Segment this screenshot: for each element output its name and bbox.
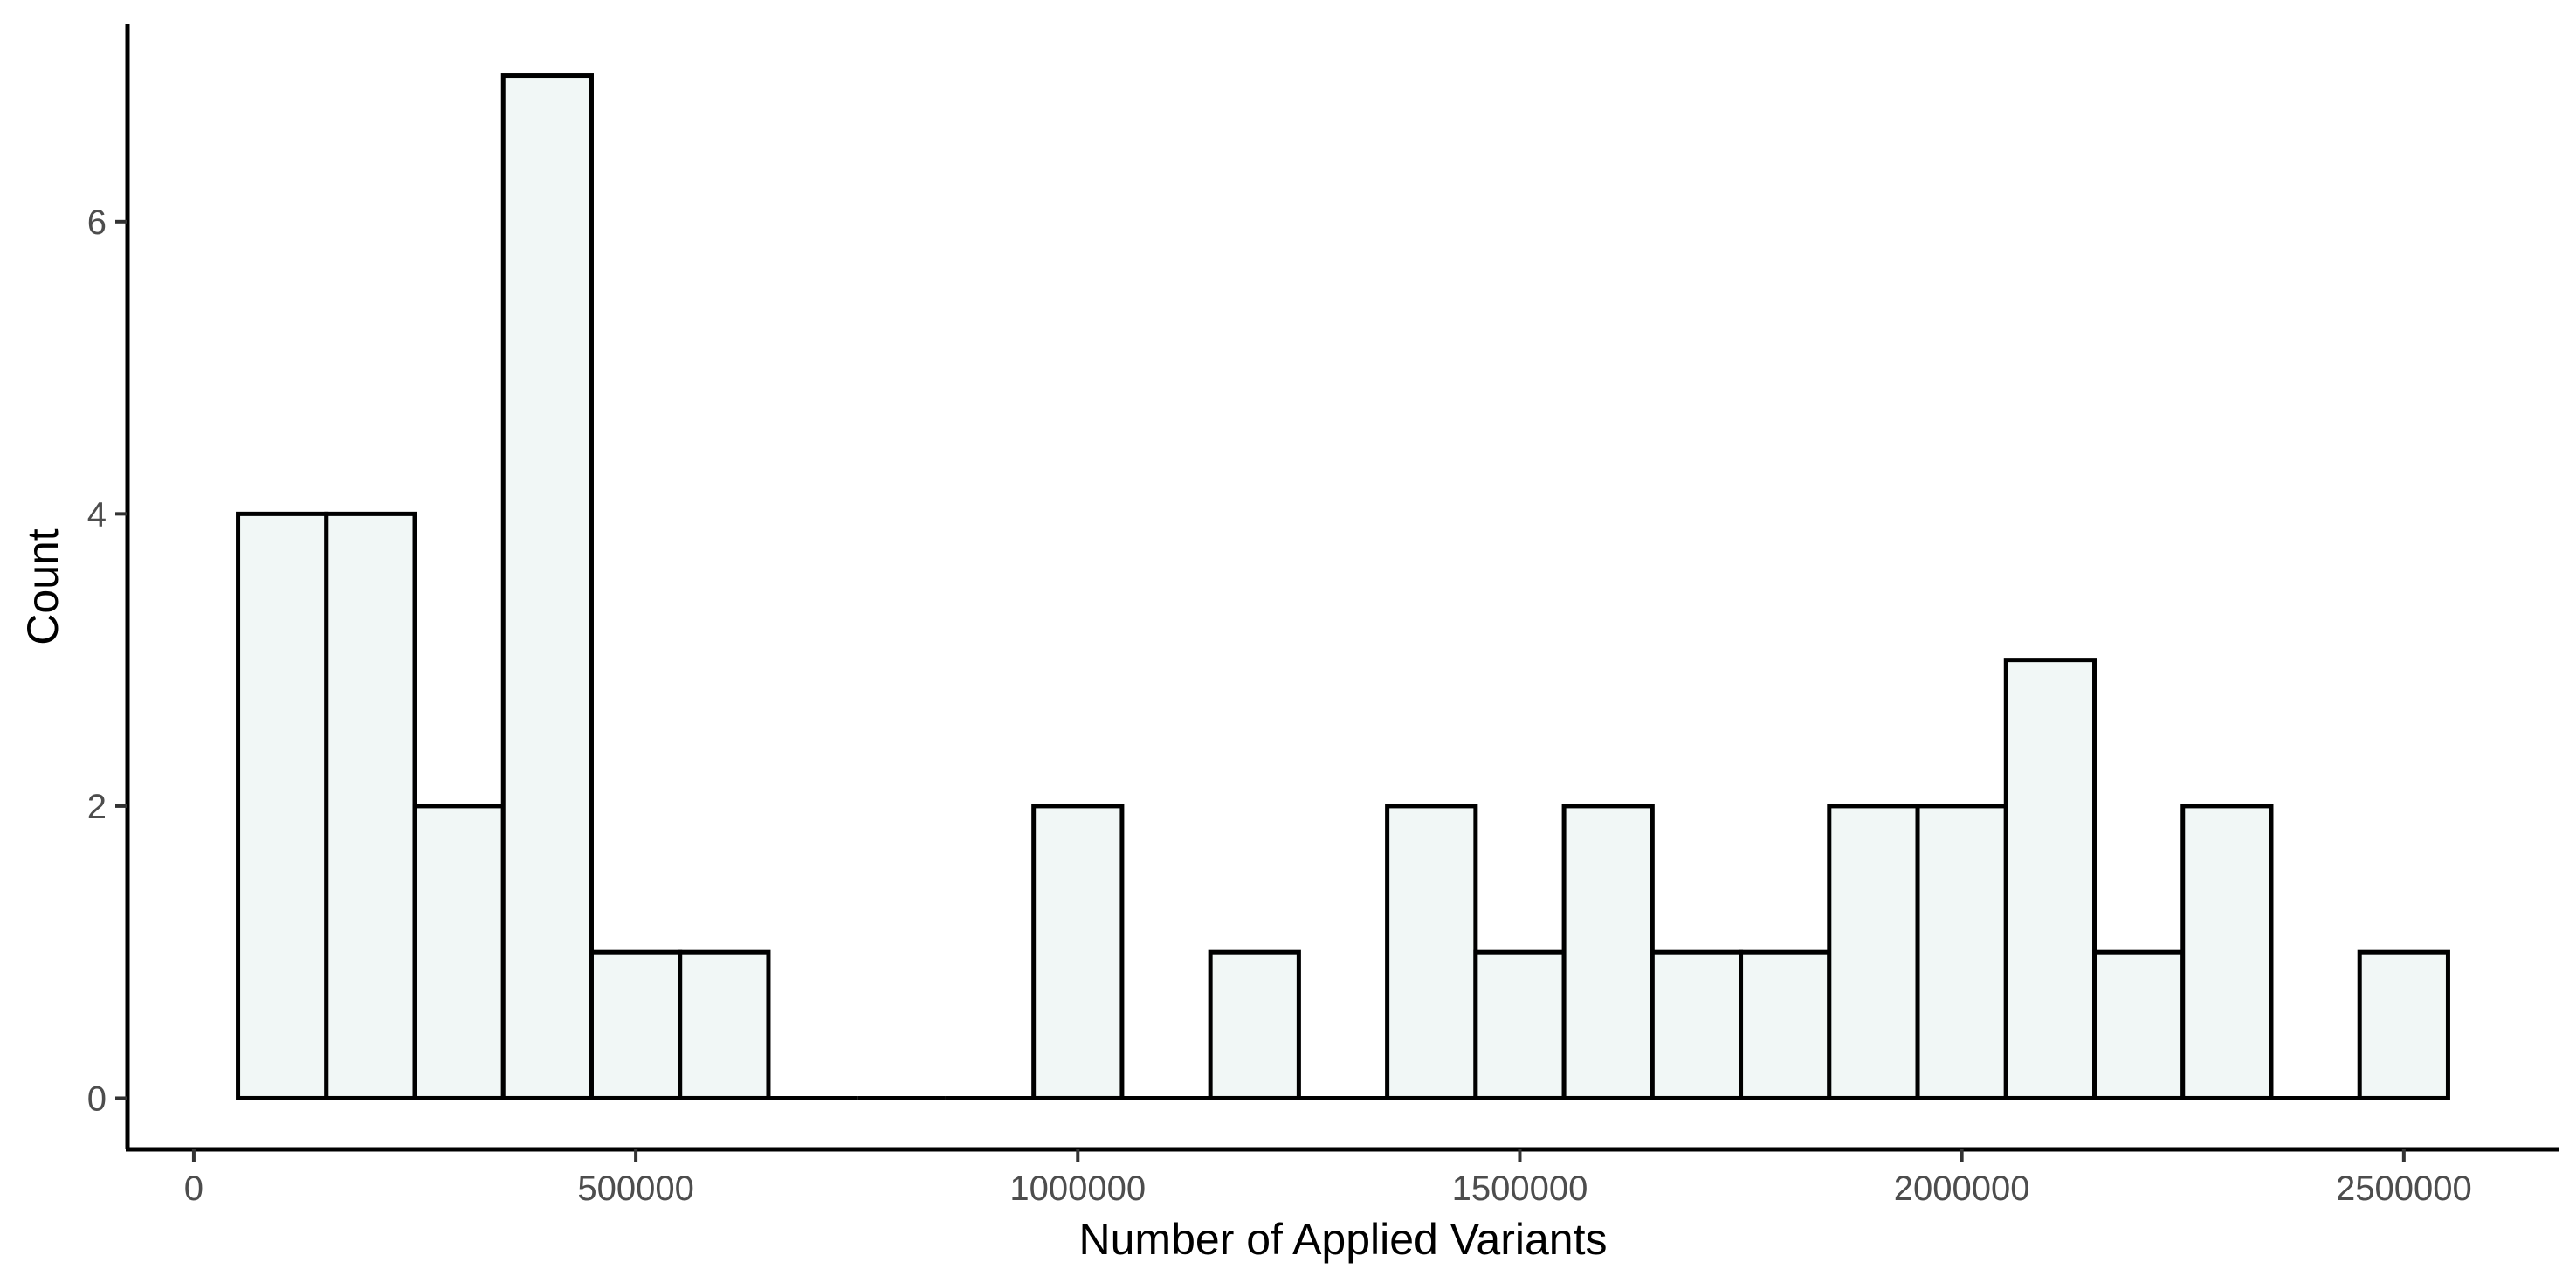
histogram-bar-2 [412, 804, 506, 1100]
axes-group [125, 24, 2559, 1152]
x-axis-title: Number of Applied Variants [1079, 1215, 1608, 1264]
histogram-bar-17 [1739, 949, 1832, 1100]
histogram-bar-0 [236, 511, 329, 1100]
x-tick-label: 2500000 [2336, 1169, 2472, 1208]
histogram-bar-4 [589, 949, 683, 1100]
histogram-bar-13 [1385, 804, 1478, 1100]
x-tick-label: 1000000 [1009, 1169, 1146, 1208]
histogram-bar-19 [1915, 804, 2008, 1100]
histogram-bar-5 [678, 949, 771, 1100]
bars-group [236, 73, 2450, 1100]
y-tick-label: 4 [87, 495, 107, 534]
histogram-bar-20 [2003, 658, 2097, 1100]
histogram-bar-15 [1561, 804, 1655, 1100]
histogram-bar-9 [1031, 804, 1125, 1100]
ticks-group: 0 500000 1000000 1500000 2000000 2500000 0 2 4 6 [87, 203, 2472, 1208]
x-tick-label: 0 [184, 1169, 203, 1208]
histogram-bar-3 [500, 73, 594, 1100]
histogram-bar-22 [2180, 804, 2274, 1100]
histogram-bar-24 [2357, 949, 2450, 1100]
histogram-bar-16 [1650, 949, 1744, 1100]
histogram-bar-11 [1208, 949, 1301, 1100]
histogram-bar-21 [2092, 949, 2186, 1100]
histogram-bar-18 [1827, 804, 1920, 1100]
y-tick-label: 6 [87, 203, 107, 242]
histogram-bar-14 [1473, 949, 1567, 1100]
y-tick-label: 0 [87, 1080, 107, 1118]
x-tick-label: 2000000 [1894, 1169, 2030, 1208]
x-tick-label: 1500000 [1452, 1169, 1588, 1208]
y-axis-title: Count [18, 528, 67, 645]
x-tick-label: 500000 [577, 1169, 693, 1208]
y-tick-label: 2 [87, 788, 107, 826]
histogram-bar-1 [324, 511, 417, 1100]
